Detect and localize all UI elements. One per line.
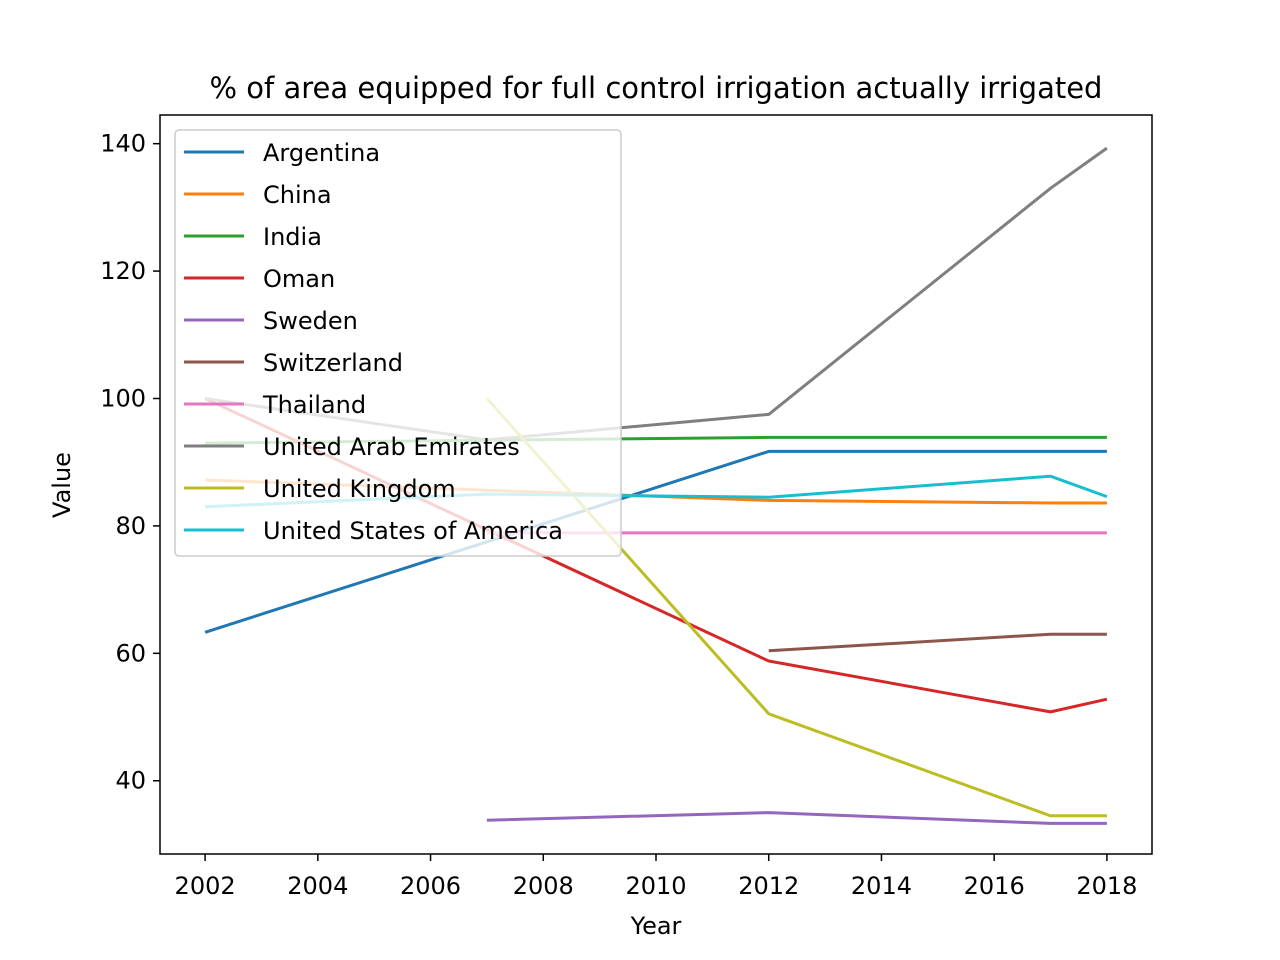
chart-title: % of area equipped for full control irri… [210,71,1103,105]
legend-label-china: China [263,181,332,209]
x-tick-label: 2016 [964,872,1025,900]
legend-label-united-arab-emirates: United Arab Emirates [263,433,520,461]
y-axis: 40 60 80 100 120 140 [100,130,160,795]
y-tick-label: 120 [100,257,146,285]
series-line-united-kingdom [485,397,1107,818]
x-axis-label: Year [630,912,682,940]
x-tick-label: 2018 [1076,872,1137,900]
y-axis-label: Value [48,452,76,518]
legend-box [174,129,622,557]
y-tick-label: 80 [115,512,146,540]
legend-label-switzerland: Switzerland [263,349,403,377]
series-line-sweden [486,811,1107,825]
x-tick-label: 2008 [513,872,574,900]
x-tick-label: 2002 [175,872,236,900]
legend-label-thailand: Thailand [262,391,366,419]
series-line-switzerland [768,632,1107,653]
y-tick-label: 60 [115,639,146,667]
legend-label-oman: Oman [263,265,335,293]
legend-label-sweden: Sweden [263,307,358,335]
x-tick-label: 2006 [400,872,461,900]
y-tick-label: 100 [100,384,146,412]
legend-label-united-kingdom: United Kingdom [263,475,456,503]
x-axis: 2002 2004 2006 2008 2010 2012 2014 2016 2018 [175,854,1137,900]
x-tick-label: 2010 [625,872,686,900]
x-tick-label: 2014 [851,872,912,900]
x-tick-label: 2004 [287,872,348,900]
legend-items: Argentina China India Oman Sweden Switzerland… [184,139,563,545]
x-tick-label: 2012 [738,872,799,900]
legend: Argentina China India Oman Sweden Switzerland… [174,129,622,557]
legend-label-argentina: Argentina [263,139,380,167]
y-tick-label: 140 [100,130,146,158]
legend-label-united-states-of-america: United States of America [263,517,563,545]
legend-label-india: India [263,223,322,251]
y-tick-label: 40 [115,767,146,795]
